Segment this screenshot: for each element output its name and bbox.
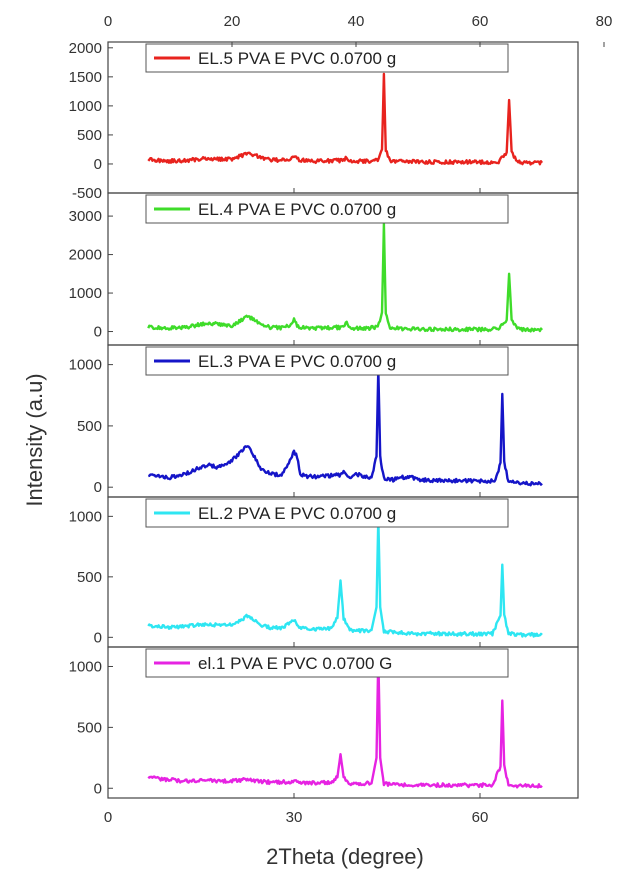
y-tick-label: 0 bbox=[94, 629, 102, 646]
legend-label: EL.5 PVA E PVC 0.0700 g bbox=[198, 49, 396, 68]
y-tick-label: -500 bbox=[72, 185, 102, 202]
legend-box bbox=[145, 43, 509, 73]
legend-label: EL.4 PVA E PVC 0.0700 g bbox=[198, 200, 396, 219]
y-tick-label: 1000 bbox=[69, 285, 102, 302]
y-tick-label: 0 bbox=[94, 479, 102, 496]
y-tick-label: 1500 bbox=[69, 69, 102, 86]
y-tick-label: 1000 bbox=[69, 658, 102, 675]
top-x-tick-label: 80 bbox=[596, 13, 613, 30]
y-tick-label: 0 bbox=[94, 780, 102, 797]
y-tick-label: 500 bbox=[77, 127, 102, 144]
legend-box bbox=[145, 498, 509, 528]
y-tick-label: 3000 bbox=[69, 208, 102, 225]
legend: EL.3 PVA E PVC 0.0700 g bbox=[145, 346, 509, 376]
series-line bbox=[148, 368, 543, 487]
y-tick-label: 0 bbox=[94, 324, 102, 341]
x-tick-label: 0 bbox=[104, 809, 112, 826]
y-tick-label: 1000 bbox=[69, 508, 102, 525]
top-x-tick-label: 60 bbox=[472, 13, 489, 30]
panel-3: 1000 500 0 EL.3 PVA E PVC 0.0700 g bbox=[69, 344, 579, 498]
top-x-tick-label: 40 bbox=[348, 13, 365, 30]
y-tick-label: 2000 bbox=[69, 247, 102, 264]
bottom-x-axis: 0 30 60 bbox=[104, 809, 489, 826]
x-tick-label: 60 bbox=[472, 809, 489, 826]
legend: EL.5 PVA E PVC 0.0700 g bbox=[145, 43, 509, 73]
series-line bbox=[147, 517, 543, 638]
legend: el.1 PVA E PVC 0.0700 G bbox=[145, 648, 509, 678]
y-tick-label: 500 bbox=[77, 418, 102, 435]
legend: EL.2 PVA E PVC 0.0700 g bbox=[145, 498, 509, 528]
legend-label: EL.2 PVA E PVC 0.0700 g bbox=[198, 504, 396, 523]
legend-box bbox=[145, 194, 509, 224]
y-axis-title: Intensity (a.u) bbox=[22, 373, 47, 506]
y-tick-label: 1000 bbox=[69, 357, 102, 374]
top-x-axis: 0 20 40 60 80 bbox=[104, 13, 613, 47]
panel-1: 2000 1500 1000 500 0 -500 EL.5 PVA E PVC 0.070… bbox=[69, 40, 579, 202]
series-line bbox=[147, 655, 543, 789]
legend-label: el.1 PVA E PVC 0.0700 G bbox=[198, 654, 392, 673]
y-tick-label: 0 bbox=[94, 156, 102, 173]
legend-box bbox=[145, 648, 509, 678]
top-x-tick-label: 20 bbox=[224, 13, 241, 30]
legend: EL.4 PVA E PVC 0.0700 g bbox=[145, 194, 509, 224]
chart-panels: 2000 1500 1000 500 0 -500 EL.5 PVA E PVC 0.070… bbox=[69, 40, 579, 799]
x-axis-title: 2Theta (degree) bbox=[266, 844, 424, 869]
x-tick-label: 30 bbox=[286, 809, 303, 826]
legend-box bbox=[145, 346, 509, 376]
panel-2: 3000 2000 1000 0 EL.4 PVA E PVC 0.0700 g bbox=[69, 192, 579, 346]
top-x-tick-label: 0 bbox=[104, 13, 112, 30]
panel-5: 1000 500 0 el.1 PVA E PVC 0.0700 G bbox=[69, 646, 579, 799]
y-tick-label: 500 bbox=[77, 569, 102, 586]
y-tick-label: 1000 bbox=[69, 98, 102, 115]
series-line bbox=[147, 72, 544, 166]
panel-4: 1000 500 0 EL.2 PVA E PVC 0.0700 g bbox=[69, 496, 579, 648]
y-tick-label: 500 bbox=[77, 719, 102, 736]
legend-label: EL.3 PVA E PVC 0.0700 g bbox=[198, 352, 396, 371]
y-tick-label: 2000 bbox=[69, 40, 102, 57]
series-line bbox=[147, 222, 543, 333]
panel-frame bbox=[107, 646, 579, 799]
